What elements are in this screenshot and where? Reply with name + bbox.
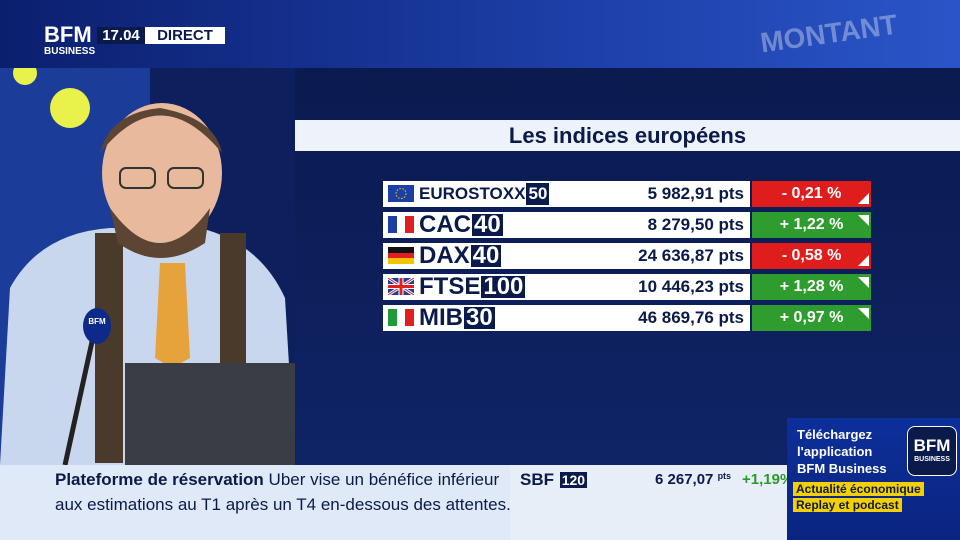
promo-logo-sub: BUSINESS (914, 456, 950, 463)
flag (388, 278, 414, 295)
market-value: 6 267,07 (655, 471, 714, 488)
index-row: CAC 40 8 279,50 pts + 1,22 % (383, 212, 871, 238)
flag (388, 309, 414, 326)
market-change: +1,19% (742, 471, 794, 488)
flag (388, 185, 414, 202)
logo-sub: BUSINESS (44, 46, 96, 57)
index-value: 46 869,76 pts (638, 305, 750, 331)
index-value: 5 982,91 pts (638, 181, 750, 207)
index-name: EUROSTOXX (419, 184, 526, 203)
index-row: DAX 40 24 636,87 pts - 0,58 % (383, 243, 871, 269)
market-name: SBF (520, 470, 554, 489)
top-bar: BFM BUSINESS 17.04 DIRECT MONTANT (0, 0, 960, 68)
market-suffix: 120 (559, 472, 588, 488)
index-suffix: 40 (472, 211, 503, 238)
promo-tag: Actualité économique (793, 482, 924, 496)
promo: Téléchargez l'application BFM Business B… (787, 418, 960, 540)
index-value: 24 636,87 pts (638, 243, 750, 269)
promo-tag: Replay et podcast (793, 498, 902, 512)
direction-triangle (858, 308, 869, 319)
flag (388, 247, 414, 264)
direction-triangle (858, 193, 869, 204)
index-value: 10 446,23 pts (638, 274, 750, 300)
mic-label: BFM (88, 317, 106, 326)
ticker-line: Uber vise un bénéfice inférieur (268, 470, 500, 489)
index-name-cell: CAC 40 (383, 212, 638, 238)
index-suffix: 30 (464, 304, 495, 331)
index-name: DAX (419, 242, 470, 269)
promo-line: BFM Business (797, 461, 887, 476)
index-change: + 1,28 % (752, 274, 871, 300)
index-change: + 0,97 % (752, 305, 871, 331)
promo-line: l'application (797, 444, 873, 459)
direction-triangle (858, 215, 869, 226)
index-change: - 0,58 % (752, 243, 871, 269)
studio: BFM (0, 68, 295, 465)
live-badge: DIRECT (145, 27, 225, 44)
index-name-cell: EUROSTOXX 50 (383, 181, 638, 207)
backdrop-text: MONTANT (758, 8, 900, 59)
index-suffix: 100 (481, 273, 526, 300)
index-row: FTSE 100 10 446,23 pts + 1,28 % (383, 274, 871, 300)
direction-triangle (858, 255, 869, 266)
index-name: CAC (419, 211, 471, 238)
logo: BFM (44, 22, 92, 47)
index-name-cell: MIB 30 (383, 305, 638, 331)
index-value: 8 279,50 pts (638, 212, 750, 238)
index-change: + 1,22 % (752, 212, 871, 238)
news-ticker: Plateforme de réservation Uber vise un b… (0, 465, 511, 540)
index-name: FTSE (419, 273, 481, 300)
index-name-cell: FTSE 100 (383, 274, 638, 300)
index-row: MIB 30 46 869,76 pts + 0,97 % (383, 305, 871, 331)
flag (388, 216, 414, 233)
index-name-cell: DAX 40 (383, 243, 638, 269)
index-change: - 0,21 % (752, 181, 871, 207)
promo-logo: BFM (913, 436, 951, 455)
market-ticker: SBF 120 6 267,07 pts +1,19% (510, 465, 793, 540)
ticker-line: aux estimations au T1 après un T4 en-des… (55, 495, 511, 514)
panel-title: Les indices européens (295, 120, 960, 151)
clock: 17.04 (97, 27, 145, 44)
index-row: EUROSTOXX 50 5 982,91 pts - 0,21 % (383, 181, 871, 207)
index-suffix: 50 (526, 183, 550, 205)
ticker-label: Plateforme de réservation (55, 470, 264, 489)
direction-triangle (858, 277, 869, 288)
index-name: MIB (419, 304, 463, 331)
promo-line: Téléchargez (797, 427, 873, 442)
index-suffix: 40 (470, 242, 502, 269)
market-unit: pts (717, 471, 732, 481)
